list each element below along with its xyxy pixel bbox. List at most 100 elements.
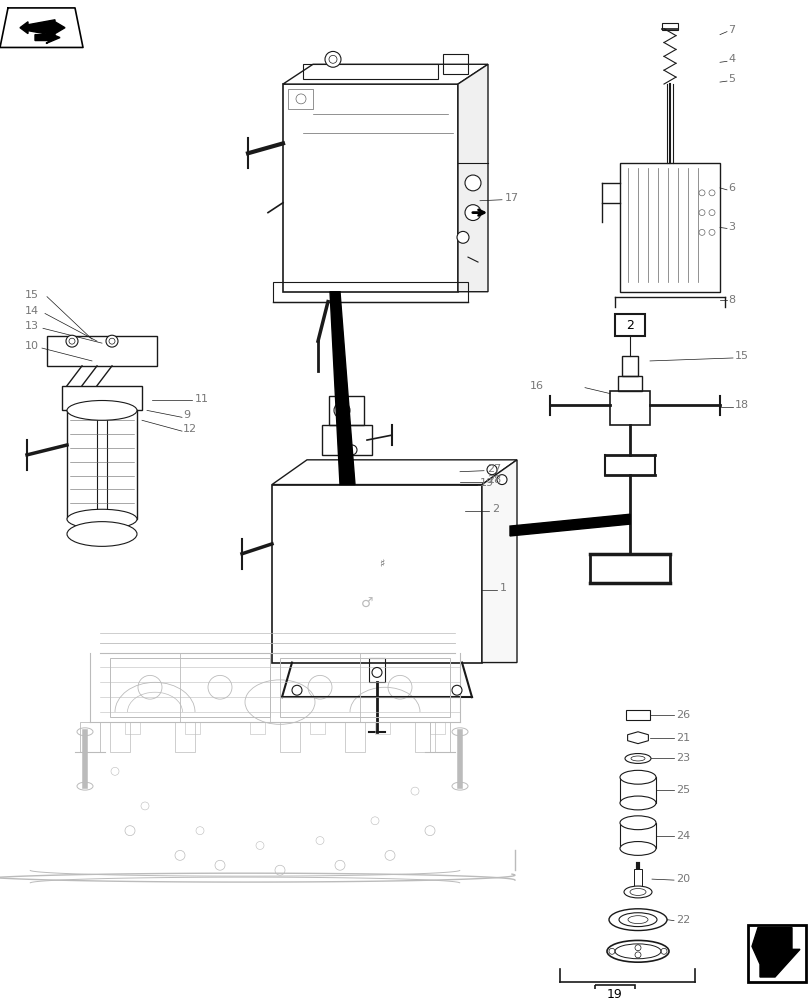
Text: 1: 1 bbox=[500, 583, 506, 593]
Circle shape bbox=[346, 445, 357, 455]
Ellipse shape bbox=[608, 909, 666, 931]
Bar bbox=[430, 722, 449, 752]
Bar bbox=[250, 722, 264, 734]
Text: 4: 4 bbox=[727, 54, 734, 64]
Bar bbox=[345, 722, 365, 752]
Bar bbox=[283, 84, 457, 292]
Circle shape bbox=[371, 667, 381, 677]
Bar bbox=[614, 314, 644, 336]
Bar bbox=[272, 282, 467, 302]
Bar bbox=[322, 425, 371, 455]
Circle shape bbox=[324, 51, 341, 67]
Bar bbox=[430, 722, 444, 734]
Bar bbox=[125, 722, 139, 734]
Circle shape bbox=[106, 335, 118, 347]
Ellipse shape bbox=[67, 400, 137, 420]
Text: 5: 5 bbox=[727, 74, 734, 84]
Text: 17: 17 bbox=[504, 193, 518, 203]
Ellipse shape bbox=[623, 886, 651, 898]
Bar bbox=[443, 54, 467, 74]
Bar bbox=[303, 64, 437, 79]
Circle shape bbox=[66, 335, 78, 347]
Text: 25: 25 bbox=[676, 785, 689, 795]
Text: 2: 2 bbox=[491, 504, 499, 514]
Text: 26: 26 bbox=[676, 710, 689, 720]
Ellipse shape bbox=[620, 842, 655, 855]
Bar bbox=[747, 925, 805, 982]
Bar bbox=[328, 396, 363, 425]
Text: 21: 21 bbox=[676, 733, 689, 743]
Polygon shape bbox=[329, 292, 354, 485]
Text: 28: 28 bbox=[487, 475, 500, 485]
Bar bbox=[414, 722, 435, 752]
Circle shape bbox=[292, 685, 302, 695]
Text: 22: 22 bbox=[676, 915, 689, 925]
Bar bbox=[175, 722, 195, 752]
Polygon shape bbox=[20, 20, 65, 36]
Bar bbox=[594, 985, 634, 1000]
Bar bbox=[288, 89, 312, 109]
Text: 20: 20 bbox=[676, 874, 689, 884]
Polygon shape bbox=[751, 928, 799, 977]
Bar bbox=[280, 658, 449, 717]
Polygon shape bbox=[35, 32, 60, 44]
Ellipse shape bbox=[67, 522, 137, 546]
Text: 11: 11 bbox=[195, 394, 208, 404]
Polygon shape bbox=[627, 732, 648, 744]
Ellipse shape bbox=[607, 940, 668, 962]
Text: 10: 10 bbox=[25, 341, 39, 351]
Text: 23: 23 bbox=[676, 753, 689, 763]
Text: 19: 19 bbox=[607, 988, 622, 1000]
Bar bbox=[375, 722, 389, 734]
Ellipse shape bbox=[618, 913, 656, 927]
Ellipse shape bbox=[620, 770, 655, 784]
Polygon shape bbox=[283, 64, 487, 84]
Text: 6: 6 bbox=[727, 183, 734, 193]
Text: 27: 27 bbox=[487, 464, 500, 474]
Bar bbox=[280, 722, 299, 752]
Circle shape bbox=[496, 475, 506, 485]
Bar bbox=[609, 391, 649, 425]
Polygon shape bbox=[457, 64, 487, 292]
Circle shape bbox=[465, 175, 480, 191]
Bar bbox=[310, 722, 324, 734]
Ellipse shape bbox=[67, 509, 137, 529]
Text: 3: 3 bbox=[727, 222, 734, 232]
Bar bbox=[368, 658, 384, 682]
Text: 12: 12 bbox=[182, 424, 197, 434]
Bar bbox=[620, 823, 655, 848]
Bar bbox=[272, 485, 482, 663]
Text: ♯: ♯ bbox=[379, 559, 384, 569]
Polygon shape bbox=[0, 8, 83, 47]
Text: 16: 16 bbox=[530, 381, 543, 391]
Bar bbox=[67, 410, 137, 519]
Circle shape bbox=[333, 402, 350, 418]
Bar bbox=[109, 658, 270, 717]
Text: 15: 15 bbox=[25, 290, 39, 300]
Text: 9: 9 bbox=[182, 410, 190, 420]
Ellipse shape bbox=[620, 796, 655, 810]
Circle shape bbox=[487, 465, 496, 475]
Text: 18: 18 bbox=[734, 400, 749, 410]
Bar bbox=[185, 722, 200, 734]
Circle shape bbox=[465, 205, 480, 221]
Text: 19: 19 bbox=[479, 478, 494, 488]
Polygon shape bbox=[509, 514, 629, 536]
Text: 14: 14 bbox=[25, 306, 39, 316]
Bar bbox=[617, 376, 642, 391]
Bar bbox=[620, 777, 655, 803]
Ellipse shape bbox=[620, 816, 655, 830]
Bar bbox=[109, 722, 130, 752]
Bar bbox=[661, 23, 677, 30]
Text: ♂: ♂ bbox=[360, 596, 373, 610]
Bar bbox=[620, 163, 719, 292]
Text: 8: 8 bbox=[727, 295, 734, 305]
Bar bbox=[80, 722, 100, 752]
Text: 13: 13 bbox=[25, 321, 39, 331]
Bar bbox=[633, 869, 642, 891]
Bar bbox=[62, 386, 142, 410]
Circle shape bbox=[452, 685, 461, 695]
Polygon shape bbox=[272, 460, 517, 485]
Polygon shape bbox=[482, 460, 517, 663]
Text: 7: 7 bbox=[727, 25, 734, 35]
